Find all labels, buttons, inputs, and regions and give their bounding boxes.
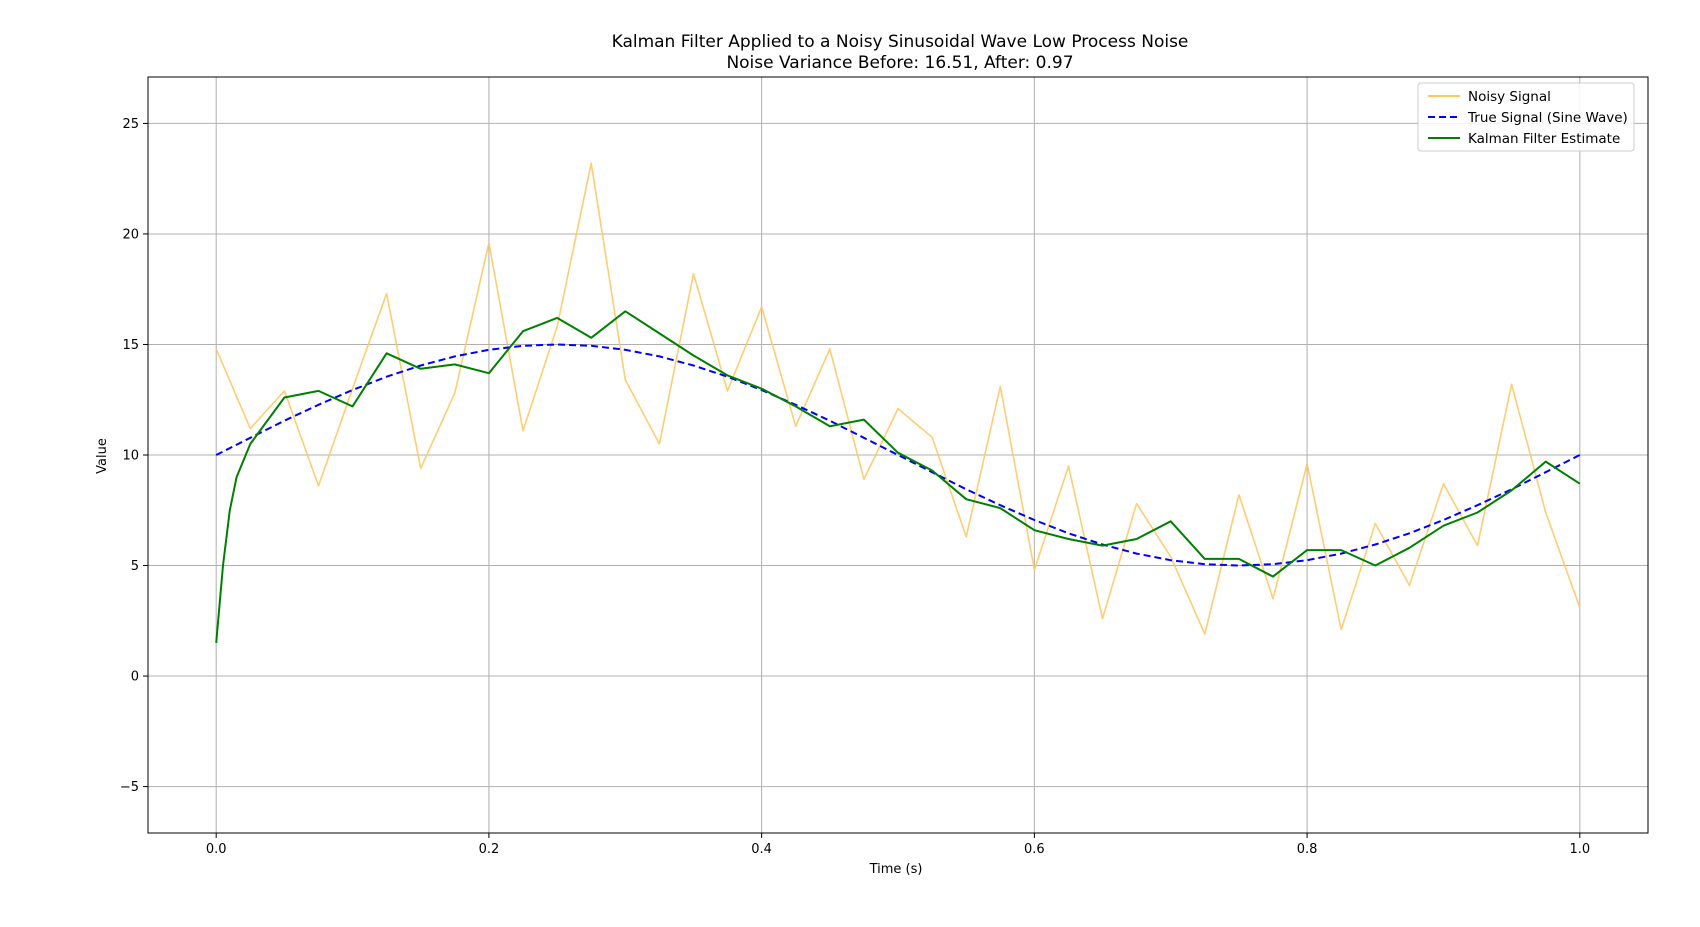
x-tick-label: 1.0 (1569, 842, 1590, 857)
x-tick-label: 0.8 (1297, 842, 1318, 857)
y-tick-label: 20 (122, 227, 139, 242)
y-axis-label: Value (95, 438, 110, 474)
noisy-signal-line (215, 162, 1581, 635)
y-tick-label: 15 (122, 338, 139, 353)
legend-label-noisy: Noisy Signal (1468, 89, 1551, 105)
plot-series (215, 162, 1581, 643)
kalman-estimate-line (215, 310, 1581, 643)
legend-label-kalman: Kalman Filter Estimate (1468, 131, 1620, 147)
legend: Noisy Signal True Signal (Sine Wave) Kal… (1417, 82, 1635, 152)
x-axis-label: Time (s) (869, 862, 923, 877)
axis-ticks: 0.0 0.2 0.4 0.6 0.8 1.0 −5 0 5 10 15 20 25 (120, 117, 1590, 857)
y-tick-label: 25 (122, 117, 139, 132)
y-tick-label: 5 (131, 559, 139, 574)
grid-lines (148, 77, 1648, 833)
x-tick-label: 0.4 (751, 842, 772, 857)
y-tick-label: 0 (131, 670, 139, 685)
legend-label-true: True Signal (Sine Wave) (1467, 110, 1628, 126)
x-tick-label: 0.2 (479, 842, 500, 857)
y-tick-label: 10 (122, 449, 139, 464)
true-signal-line (215, 343, 1581, 567)
y-tick-label: −5 (120, 780, 139, 795)
chart-subtitle: Noise Variance Before: 16.51, After: 0.9… (726, 53, 1073, 73)
chart-title: Kalman Filter Applied to a Noisy Sinusoi… (612, 32, 1189, 52)
x-tick-label: 0.6 (1024, 842, 1045, 857)
legend-box (1417, 82, 1635, 152)
x-tick-label: 0.0 (206, 842, 227, 857)
